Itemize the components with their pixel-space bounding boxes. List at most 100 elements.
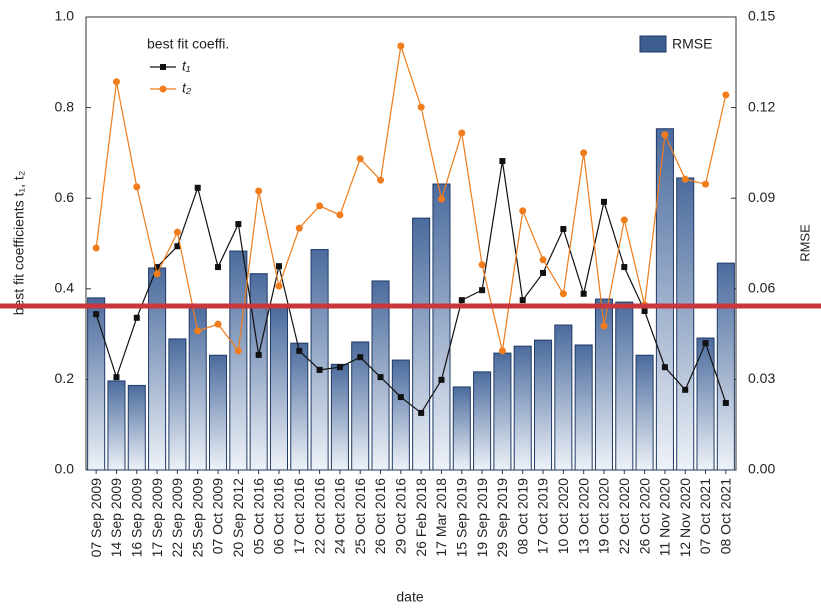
- x-tick-label: 19 Oct 2020: [596, 478, 612, 554]
- y-tick-label: 1.0: [55, 8, 75, 24]
- marker: [234, 347, 242, 355]
- y2-tick-label: 0.03: [748, 370, 775, 386]
- x-tick-label: 13 Oct 2020: [575, 478, 591, 554]
- legend-title: best fit coeffi.: [147, 36, 229, 52]
- marker: [154, 264, 161, 271]
- legend-marker: [159, 85, 167, 93]
- y-tick-label: 0.0: [55, 461, 75, 477]
- marker: [174, 243, 181, 250]
- marker: [336, 211, 344, 219]
- bar: [716, 262, 735, 471]
- marker: [235, 221, 242, 228]
- x-tick-label: 26 Feb 2018: [413, 478, 429, 557]
- marker: [641, 307, 648, 314]
- bar: [229, 250, 248, 471]
- x-tick-label: 12 Nov 2020: [677, 478, 693, 558]
- x-axis-label: date: [396, 589, 423, 605]
- marker: [600, 322, 608, 330]
- marker: [356, 155, 364, 163]
- marker: [478, 261, 486, 269]
- bar: [574, 344, 593, 471]
- marker: [479, 287, 486, 294]
- marker: [560, 226, 567, 233]
- x-tick-label: 22 Sep 2009: [169, 478, 185, 558]
- x-tick-label: 24 Oct 2016: [332, 478, 348, 554]
- marker: [296, 347, 303, 354]
- bar: [432, 183, 451, 471]
- bar: [107, 380, 126, 471]
- bar: [391, 359, 410, 471]
- y2-tick-label: 0.06: [748, 280, 775, 296]
- x-tick-label: 19 Sep 2019: [474, 478, 490, 558]
- x-tick-label: 17 Sep 2009: [149, 478, 165, 558]
- bar: [554, 324, 573, 471]
- bar: [269, 306, 288, 471]
- marker: [661, 364, 668, 371]
- marker: [540, 269, 547, 276]
- bar: [209, 354, 228, 471]
- y2-tick-label: 0.00: [748, 461, 775, 477]
- y-tick-label: 0.2: [55, 370, 75, 386]
- bar: [290, 342, 309, 471]
- x-tick-label: 25 Sep 2009: [189, 478, 205, 558]
- marker: [357, 354, 364, 361]
- y-tick-label: 0.8: [55, 98, 75, 114]
- x-tick-label: 26 Oct 2020: [636, 478, 652, 554]
- bar: [513, 345, 532, 471]
- legend-label: t₁: [182, 58, 191, 74]
- bar: [168, 338, 187, 471]
- marker: [499, 158, 506, 165]
- bar: [351, 341, 370, 471]
- marker: [275, 282, 283, 290]
- marker: [519, 297, 526, 304]
- marker: [559, 290, 567, 298]
- bar: [696, 337, 715, 471]
- marker: [722, 399, 729, 406]
- bar: [534, 339, 553, 471]
- x-tick-label: 29 Sep 2019: [494, 478, 510, 558]
- x-tick-label: 29 Oct 2016: [393, 478, 409, 554]
- y2-tick-label: 0.09: [748, 189, 775, 205]
- marker: [418, 409, 425, 416]
- marker: [255, 187, 263, 195]
- x-tick-label: 08 Oct 2019: [514, 478, 530, 554]
- marker: [377, 176, 385, 184]
- marker: [133, 183, 141, 191]
- marker: [417, 103, 425, 111]
- x-tick-label: 14 Sep 2009: [108, 478, 124, 558]
- bar: [594, 298, 613, 471]
- marker: [682, 386, 689, 393]
- marker: [92, 244, 100, 252]
- x-tick-label: 10 Oct 2020: [555, 478, 571, 554]
- y-axis-label: best fit coefficients t₁, t₂: [11, 171, 27, 316]
- marker: [194, 327, 202, 335]
- x-tick-label: 17 Oct 2019: [535, 478, 551, 554]
- marker: [600, 198, 607, 205]
- legend-label: RMSE: [672, 36, 712, 52]
- marker: [621, 264, 628, 271]
- x-tick-label: 15 Sep 2019: [453, 478, 469, 558]
- plot-frame: [85, 16, 737, 471]
- marker: [194, 184, 201, 191]
- bar: [310, 249, 329, 471]
- marker: [215, 264, 222, 271]
- x-tick-label: 08 Oct 2021: [718, 478, 734, 554]
- marker: [519, 207, 527, 215]
- marker: [255, 351, 262, 358]
- bar: [87, 297, 106, 471]
- y-tick-label: 0.4: [55, 280, 75, 296]
- legend-label: t₂: [182, 80, 192, 96]
- marker: [722, 91, 730, 99]
- marker: [275, 263, 282, 270]
- x-tick-label: 17 Oct 2016: [291, 478, 307, 554]
- y2-tick-label: 0.12: [748, 98, 775, 114]
- marker: [133, 314, 140, 321]
- marker: [397, 42, 405, 50]
- x-tick-label: 07 Oct 2009: [210, 478, 226, 554]
- marker: [438, 376, 445, 383]
- marker: [702, 180, 710, 188]
- x-tick-label: 07 Sep 2009: [88, 478, 104, 558]
- bar: [452, 386, 471, 471]
- marker: [580, 149, 588, 157]
